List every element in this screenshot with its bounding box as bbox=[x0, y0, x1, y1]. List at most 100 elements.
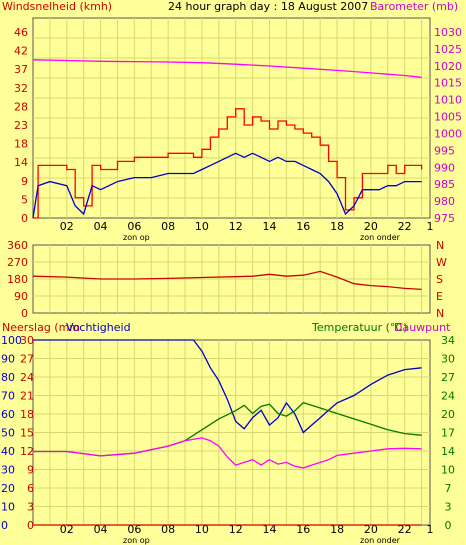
wind-y-tick-0: 46 bbox=[14, 26, 28, 39]
baro-y-tick-7: 995 bbox=[434, 144, 455, 157]
compass-y-tick-4: N bbox=[436, 307, 444, 320]
x-ticks-1: 02 04 06 08 10 12 14 16 18 20 22 1 bbox=[60, 220, 434, 233]
wind-y-tick-9: 5 bbox=[21, 193, 28, 206]
wind-y-tick-3: 32 bbox=[14, 82, 28, 95]
x-tick-04: 04 bbox=[94, 220, 108, 233]
x-tick-1: 1 bbox=[427, 523, 434, 536]
humidity-axis-title: Vochtigheid bbox=[66, 321, 131, 334]
rain-axis-title: Neerslag (mm bbox=[2, 321, 80, 334]
dir-y-tick-1: 270 bbox=[7, 256, 28, 269]
hum-y-tick-1: 90 bbox=[1, 353, 15, 366]
wind-y-tick-8: 9 bbox=[21, 175, 28, 188]
rain-y-tick-3: 21 bbox=[20, 390, 34, 403]
wind-y-tick-10: 0 bbox=[21, 212, 28, 225]
temp-y-tick-6: 14 bbox=[441, 445, 455, 458]
wind-y-tick-2: 37 bbox=[14, 63, 28, 76]
temperature-line bbox=[33, 401, 422, 457]
sunrise-label: zon op bbox=[123, 233, 150, 242]
rain-y-tick-8: 6 bbox=[27, 482, 34, 495]
x-tick-02: 02 bbox=[60, 523, 74, 536]
hum-y-tick-0: 100 bbox=[1, 334, 22, 347]
sunset-label: zon onder bbox=[360, 233, 401, 242]
baro-y-tick-3: 1015 bbox=[434, 77, 462, 90]
wind-barometer-chart: Windsnelheid (kmh) 24 hour graph day : 1… bbox=[2, 0, 462, 242]
rain-y-tick-9: 3 bbox=[27, 501, 34, 514]
rain-y-tick-1: 27 bbox=[20, 353, 34, 366]
x-ticks-3: 02 04 06 08 10 12 14 16 18 20 22 1 bbox=[60, 523, 434, 536]
rain-y-tick-10: 0 bbox=[27, 519, 34, 532]
baro-y-tick-2: 1020 bbox=[434, 60, 462, 73]
sunrise-label-bottom: zon op bbox=[123, 536, 150, 545]
temp-y-tick-1: 30 bbox=[441, 353, 455, 366]
compass-y-tick-1: W bbox=[436, 256, 447, 269]
temp-y-tick-5: 17 bbox=[441, 427, 455, 440]
x-tick-1: 1 bbox=[427, 220, 434, 233]
hum-y-tick-3: 70 bbox=[1, 390, 15, 403]
series-3 bbox=[33, 339, 422, 526]
compass-y-tick-2: S bbox=[436, 273, 443, 286]
x-tick-16: 16 bbox=[296, 523, 310, 536]
x-tick-12: 12 bbox=[229, 220, 243, 233]
grid-3 bbox=[33, 340, 430, 525]
x-tick-14: 14 bbox=[263, 523, 277, 536]
baro-y-tick-1: 1025 bbox=[434, 43, 462, 56]
humidity-line bbox=[33, 339, 422, 434]
temp-y-tick-10: 0 bbox=[445, 519, 452, 532]
barometer-line bbox=[32, 59, 422, 78]
wind-axis-title: Windsnelheid (kmh) bbox=[2, 0, 112, 13]
baro-y-tick-6: 1000 bbox=[434, 127, 462, 140]
hum-y-tick-5: 50 bbox=[1, 427, 15, 440]
temp-y-tick-0: 34 bbox=[441, 334, 455, 347]
x-tick-22: 22 bbox=[398, 220, 412, 233]
wind-y-tick-6: 18 bbox=[14, 138, 28, 151]
x-tick-06: 06 bbox=[127, 523, 141, 536]
baro-y-tick-4: 1010 bbox=[434, 94, 462, 107]
temp-y-tick-3: 24 bbox=[441, 390, 455, 403]
temperature-axis-title: Temperatuur (°C) bbox=[311, 321, 407, 334]
x-tick-22: 22 bbox=[398, 523, 412, 536]
baro-y-tick-8: 990 bbox=[434, 161, 455, 174]
hum-y-tick-4: 60 bbox=[1, 408, 15, 421]
dewpoint-axis-title: Dauwpunt bbox=[394, 321, 451, 334]
wind-y-tick-1: 42 bbox=[14, 45, 28, 58]
x-tick-20: 20 bbox=[364, 523, 378, 536]
wind-gust-line bbox=[33, 108, 423, 219]
baro-y-tick-5: 1005 bbox=[434, 111, 462, 124]
dir-y-tick-0: 360 bbox=[7, 239, 28, 252]
rain-y-tick-4: 18 bbox=[20, 408, 34, 421]
hum-y-tick-10: 0 bbox=[1, 519, 8, 532]
wind-y-tick-5: 23 bbox=[14, 119, 28, 132]
compass-y-tick-0: N bbox=[436, 239, 444, 252]
x-tick-14: 14 bbox=[263, 220, 277, 233]
dewpoint-line bbox=[33, 437, 422, 469]
grid-2 bbox=[33, 245, 430, 313]
baro-y-tick-10: 980 bbox=[434, 195, 455, 208]
temp-y-tick-7: 10 bbox=[441, 464, 455, 477]
rain-y-tick-5: 15 bbox=[20, 427, 34, 440]
sunset-label-bottom: zon onder bbox=[360, 536, 401, 545]
rain-y-tick-7: 9 bbox=[27, 464, 34, 477]
direction-y-ticks: 360 270 180 90 0 bbox=[7, 239, 28, 320]
hum-y-tick-2: 80 bbox=[1, 371, 15, 384]
baro-y-tick-11: 975 bbox=[434, 212, 455, 225]
x-tick-06: 06 bbox=[127, 220, 141, 233]
hum-y-tick-6: 40 bbox=[1, 445, 15, 458]
rain-y-tick-2: 24 bbox=[20, 371, 34, 384]
temp-y-tick-9: 3 bbox=[445, 501, 452, 514]
x-tick-08: 08 bbox=[161, 523, 175, 536]
rain-y-tick-6: 12 bbox=[20, 445, 34, 458]
x-tick-20: 20 bbox=[364, 220, 378, 233]
hum-y-tick-9: 10 bbox=[1, 501, 15, 514]
temp-y-tick-2: 27 bbox=[441, 371, 455, 384]
temp-y-tick-8: 7 bbox=[445, 482, 452, 495]
wind-y-tick-4: 28 bbox=[14, 100, 28, 113]
baro-y-tick-0: 1030 bbox=[434, 26, 462, 39]
wind-average-line bbox=[32, 152, 422, 219]
baro-y-tick-9: 985 bbox=[434, 178, 455, 191]
